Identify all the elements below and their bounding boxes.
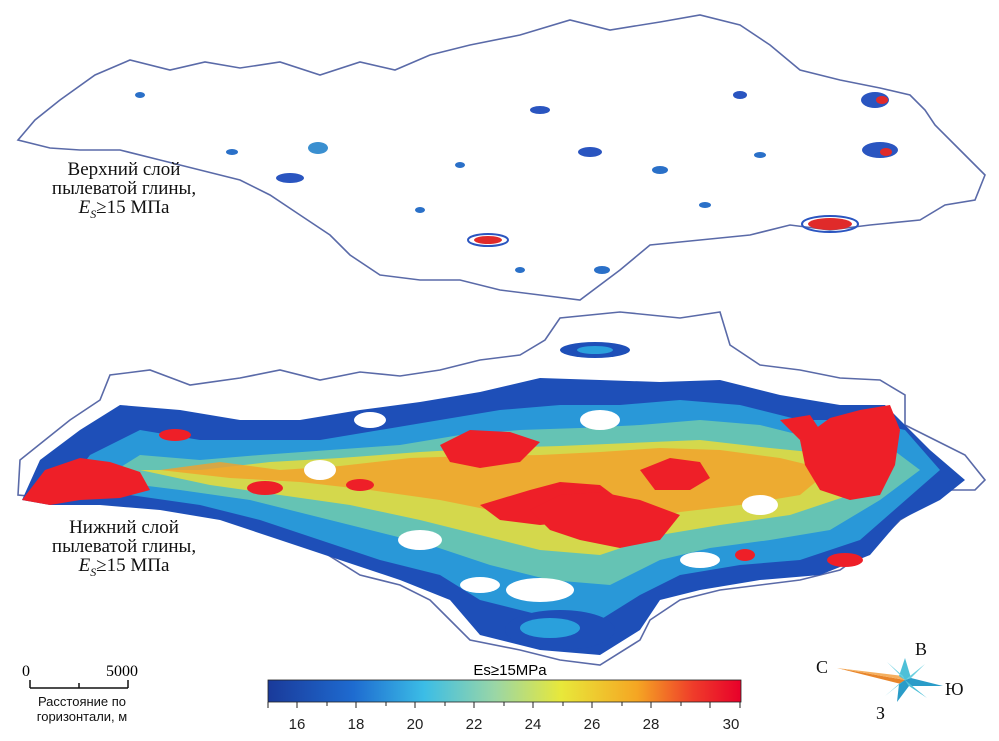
colorbar-tick: 22 — [465, 716, 483, 733]
es-subscript: S — [90, 564, 97, 579]
threshold-value: ≥15 МПа — [96, 197, 170, 218]
compass-east-label: В — [915, 639, 928, 659]
scale-zero-label: 0 — [22, 663, 30, 680]
upper-label-threshold: ES≥15 МПа — [28, 198, 220, 224]
lower-layer-label: Нижний слой пылеватой глины, ES≥15 МПа — [28, 518, 220, 582]
lower-label-line2: пылеватой глины, — [51, 536, 197, 557]
upper-layer-outline — [16, 14, 986, 301]
scale-max-label: 5000 — [106, 663, 138, 680]
es-symbol: E — [78, 555, 91, 576]
compass-north-label: С — [816, 657, 829, 677]
upper-layer-patches — [135, 91, 898, 274]
upper-label-line2: пылеватой глины, — [51, 178, 197, 199]
colorbar-tick: 18 — [347, 716, 365, 733]
compass-south-label: Ю — [945, 679, 964, 699]
colorbar-tick: 28 — [642, 716, 660, 733]
colorbar-gradient — [267, 679, 742, 703]
colorbar — [267, 679, 742, 708]
es-symbol: E — [78, 197, 91, 218]
colorbar-title: Es≥15MPa — [473, 662, 547, 679]
threshold-value: ≥15 МПа — [96, 555, 170, 576]
scale-caption: Расстояние по горизонтали, м — [36, 694, 128, 724]
colorbar-tick: 16 — [288, 716, 306, 733]
lower-layer-distribution — [22, 342, 965, 655]
upper-label-line1: Верхний слой — [67, 159, 181, 180]
colorbar-tick: 24 — [524, 716, 542, 733]
upper-layer-label: Верхний слой пылеватой глины, ES≥15 МПа — [28, 160, 220, 224]
colorbar-tick: 30 — [722, 716, 740, 733]
colorbar-tick: 20 — [406, 716, 424, 733]
compass-west-label: З — [876, 703, 886, 723]
compass-rose-icon — [837, 658, 943, 702]
es-subscript: S — [90, 206, 97, 221]
colorbar-tick: 26 — [583, 716, 601, 733]
lower-label-threshold: ES≥15 МПа — [28, 556, 220, 582]
lower-label-line1: Нижний слой — [69, 517, 179, 538]
scale-bar — [29, 680, 129, 689]
